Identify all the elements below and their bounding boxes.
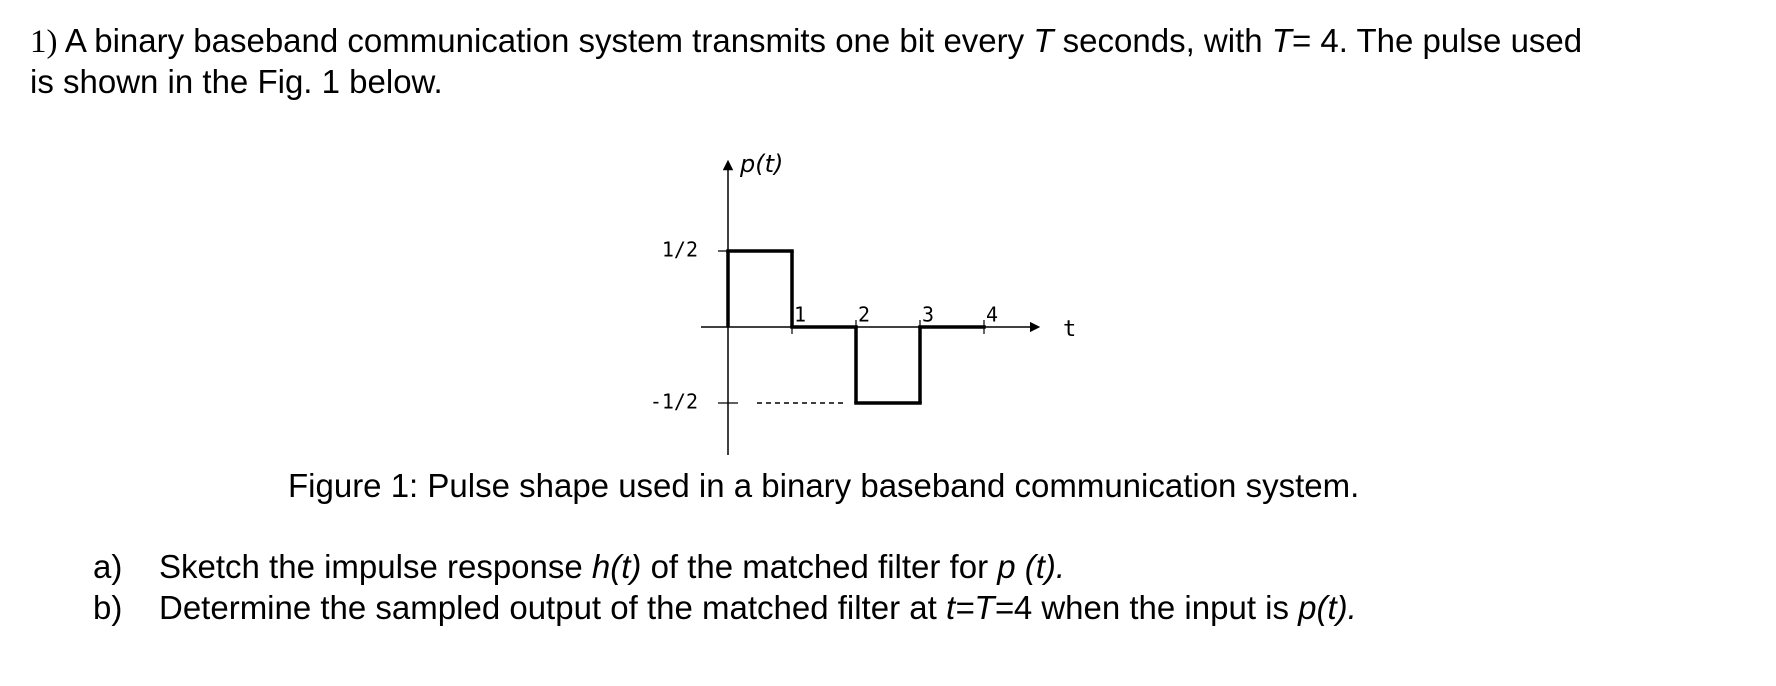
text: . xyxy=(1055,548,1066,585)
x-tick-label: 4 xyxy=(986,303,998,327)
intro-line: is shown in the Fig. 1 below. xyxy=(30,63,443,101)
text: 4 when the input is xyxy=(1013,589,1299,626)
x-tick-label: 2 xyxy=(858,303,870,327)
intro-text: is shown in the Fig. 1 below. xyxy=(30,63,443,100)
y-tick-label: -1/2 xyxy=(650,390,698,414)
text: . xyxy=(1347,589,1357,626)
figure-caption: Figure 1: Pulse shape used in a binary b… xyxy=(288,467,1360,504)
x-tick-label: 3 xyxy=(922,303,934,327)
part-label: a) xyxy=(93,548,123,585)
part-text: Sketch the impulse response h(t) of the … xyxy=(159,548,1065,586)
intro-text: A binary baseband communication system t… xyxy=(64,22,1034,59)
intro-symbol: T xyxy=(1033,22,1054,59)
symbol: p(t) xyxy=(1298,589,1348,626)
intro-line: 1) A binary baseband communication syste… xyxy=(30,22,1582,61)
symbol: t=T= xyxy=(945,589,1014,626)
y-axis-label: p(t) xyxy=(739,150,783,178)
text: Determine the sampled output of the matc… xyxy=(159,589,946,626)
x-axis-label: t xyxy=(1063,317,1076,342)
question-number: 1) xyxy=(30,24,58,60)
figure: p(t) t 1 2 3 4 1/2 -1/2 xyxy=(650,150,1076,455)
intro-text: seconds, with xyxy=(1062,22,1272,59)
symbol: p (t) xyxy=(997,548,1056,585)
y-tick-label: 1/2 xyxy=(662,238,698,262)
intro-symbol: T xyxy=(1271,22,1292,59)
part-text: Determine the sampled output of the matc… xyxy=(159,589,1357,627)
text: of the matched filter for xyxy=(641,548,998,585)
intro-text: = 4. The pulse used xyxy=(1291,22,1583,59)
x-tick-label: 1 xyxy=(794,303,806,327)
symbol: h(t) xyxy=(591,548,642,585)
text: Sketch the impulse response xyxy=(159,548,592,585)
part-label: b) xyxy=(93,589,123,626)
